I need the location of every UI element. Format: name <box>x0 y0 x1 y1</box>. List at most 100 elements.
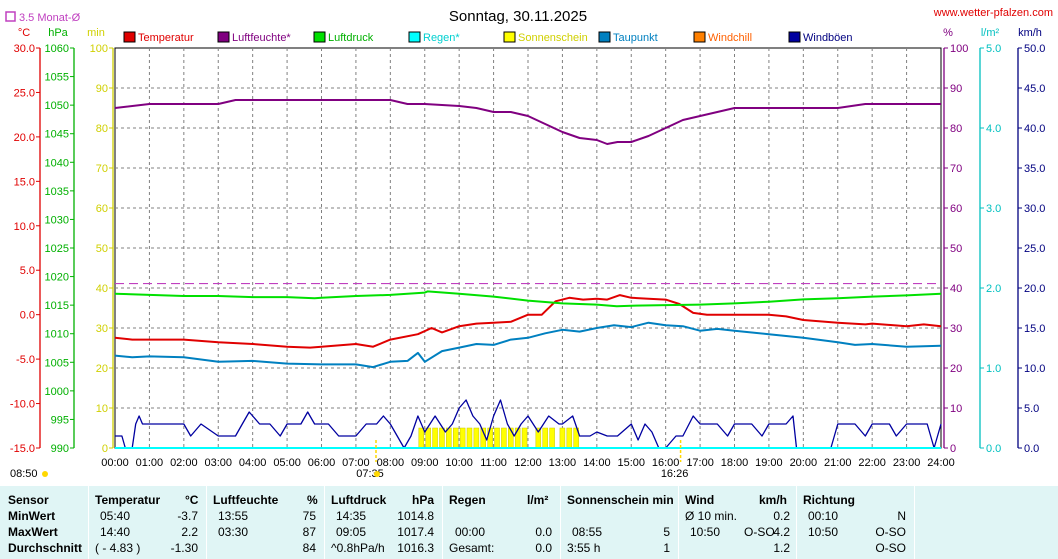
sun-tick-label: 40 <box>96 283 108 295</box>
stats-dir-avg-value: O-SO <box>875 541 906 555</box>
sun-axis-unit: min <box>87 27 105 39</box>
x-tick-label: 00:00 <box>101 457 129 469</box>
wind-tick-label: 25.0 <box>1024 243 1045 255</box>
stats-rain-total-value: 0.0 <box>535 541 552 555</box>
wind-tick-label: 30.0 <box>1024 203 1045 215</box>
wind-tick-label: 0.0 <box>1024 443 1039 455</box>
stats-wind-max-time: 10:50 <box>690 525 721 539</box>
stats-row-label: MinWert <box>8 509 56 523</box>
legend-label: Sonnenschein <box>518 32 588 44</box>
stats-temp-max-time: 14:40 <box>100 525 131 539</box>
sun-tick-label: 60 <box>96 203 108 215</box>
x-tick-label: 09:00 <box>411 457 439 469</box>
stats-dir-max-value: O-SO <box>875 525 906 539</box>
humidity-tick-label: 0 <box>950 443 956 455</box>
legend-swatch <box>598 31 611 43</box>
pressure-line <box>114 290 942 308</box>
legend-label: Windböen <box>803 32 853 44</box>
pressure-tick-label: 1010 <box>45 329 69 341</box>
x-tick-label: 05:00 <box>273 457 301 469</box>
stats-dir-min-time: 00:10 <box>808 509 839 523</box>
chart-legend: Temperatur Luftfeuchte* Luftdruck Regen* Son… <box>123 31 853 44</box>
sunshine-bar <box>566 427 573 449</box>
legend-swatch <box>217 31 230 43</box>
chart-grid <box>114 47 942 449</box>
rain-tick-label: 1.0 <box>986 363 1001 375</box>
sunshine-bar <box>549 427 555 449</box>
legend-label: Temperatur <box>138 32 194 44</box>
sun-extra-label: 08:50 <box>10 468 38 480</box>
sunshine-bar <box>452 427 459 449</box>
humidity-line <box>114 99 941 145</box>
stats-header-pressure: Luftdruck <box>331 493 387 507</box>
sunshine-bar <box>466 427 473 449</box>
humidity-tick-label: 90 <box>950 83 962 95</box>
stats-header-pressure-unit: hPa <box>412 493 435 507</box>
stats-wind-avg-value: 1.2 <box>773 541 790 555</box>
stats-separator <box>678 486 679 559</box>
stats-hum-min-value: 75 <box>302 509 316 523</box>
sun-icon <box>373 471 380 477</box>
x-tick-label: 24:00 <box>927 457 955 469</box>
stats-header-humidity: Luftfeuchte <box>213 493 279 507</box>
stats-temp-min-value: -3.7 <box>177 509 198 523</box>
stats-header-direction: Richtung <box>803 493 855 507</box>
stats-header-sensor: Sensor <box>8 493 49 507</box>
wind-tick-label: 50.0 <box>1024 43 1045 55</box>
rain-tick-label: 3.0 <box>986 203 1001 215</box>
stats-sun-max-time: 08:55 <box>572 525 603 539</box>
legend-swatch <box>123 31 136 43</box>
stats-header-rain-unit: l/m² <box>527 493 549 507</box>
stats-separator <box>88 486 89 559</box>
rain-tick-label: 4.0 <box>986 123 1001 135</box>
stats-temp-max-value: 2.2 <box>181 525 198 539</box>
stats-press-max-value: 1017.4 <box>397 525 434 539</box>
x-tick-label: 21:00 <box>824 457 852 469</box>
x-tick-label: 22:00 <box>858 457 886 469</box>
sunshine-bar <box>459 427 466 449</box>
stats-press-min-time: 14:35 <box>336 509 367 523</box>
humidity-tick-label: 80 <box>950 123 962 135</box>
dewpoint-line <box>114 321 942 369</box>
x-tick-label: 18:00 <box>721 457 749 469</box>
stats-table: Sensor Temperatur °C Luftfeuchte % Luftd… <box>0 486 1058 559</box>
sunrise-label: 07:35 <box>356 468 384 480</box>
stats-header-wind-unit: km/h <box>759 493 788 507</box>
sun-tick-label: 30 <box>96 323 108 335</box>
sunshine-bar <box>418 427 425 449</box>
humidity-tick-label: 100 <box>950 43 968 55</box>
stats-temp-avg-value: -1.30 <box>170 541 198 555</box>
sunshine-bar <box>494 427 500 449</box>
sun-tick-label: 50 <box>96 243 108 255</box>
legend-label: Regen* <box>423 32 460 44</box>
stats-dir-min-value: N <box>897 509 906 523</box>
pressure-tick-label: 995 <box>51 414 69 426</box>
stats-dir-max-time: 10:50 <box>808 525 839 539</box>
pressure-tick-label: 1035 <box>45 186 69 198</box>
stats-rain-max-value: 0.0 <box>535 525 552 539</box>
legend-swatch <box>693 31 706 43</box>
legend-label: Taupunkt <box>613 32 658 44</box>
humidity-tick-label: 60 <box>950 203 962 215</box>
temp-tick-label: -15.0 <box>10 443 35 455</box>
legend-label: Luftfeuchte* <box>232 32 291 44</box>
stats-hum-avg-value: 84 <box>302 541 316 555</box>
monthly-avg-legend-box <box>5 11 16 22</box>
sunshine-bar <box>432 427 438 449</box>
x-tick-label: 10:00 <box>445 457 473 469</box>
temp-tick-label: 0.0 <box>20 310 35 322</box>
chart-series <box>114 99 942 462</box>
stats-temp-min-time: 05:40 <box>100 509 131 523</box>
humidity-tick-label: 10 <box>950 403 962 415</box>
stats-rain-total-label: Gesamt: <box>449 541 495 555</box>
stats-rain-max-time: 00:00 <box>455 525 486 539</box>
x-tick-label: 13:00 <box>549 457 577 469</box>
temp-tick-label: 10.0 <box>14 221 35 233</box>
temp-tick-label: 5.0 <box>20 265 35 277</box>
pressure-tick-label: 1060 <box>45 43 69 55</box>
temp-tick-label: 15.0 <box>14 176 35 188</box>
stats-separator <box>914 486 915 559</box>
stats-separator <box>324 486 325 559</box>
sun-tick-label: 20 <box>96 363 108 375</box>
